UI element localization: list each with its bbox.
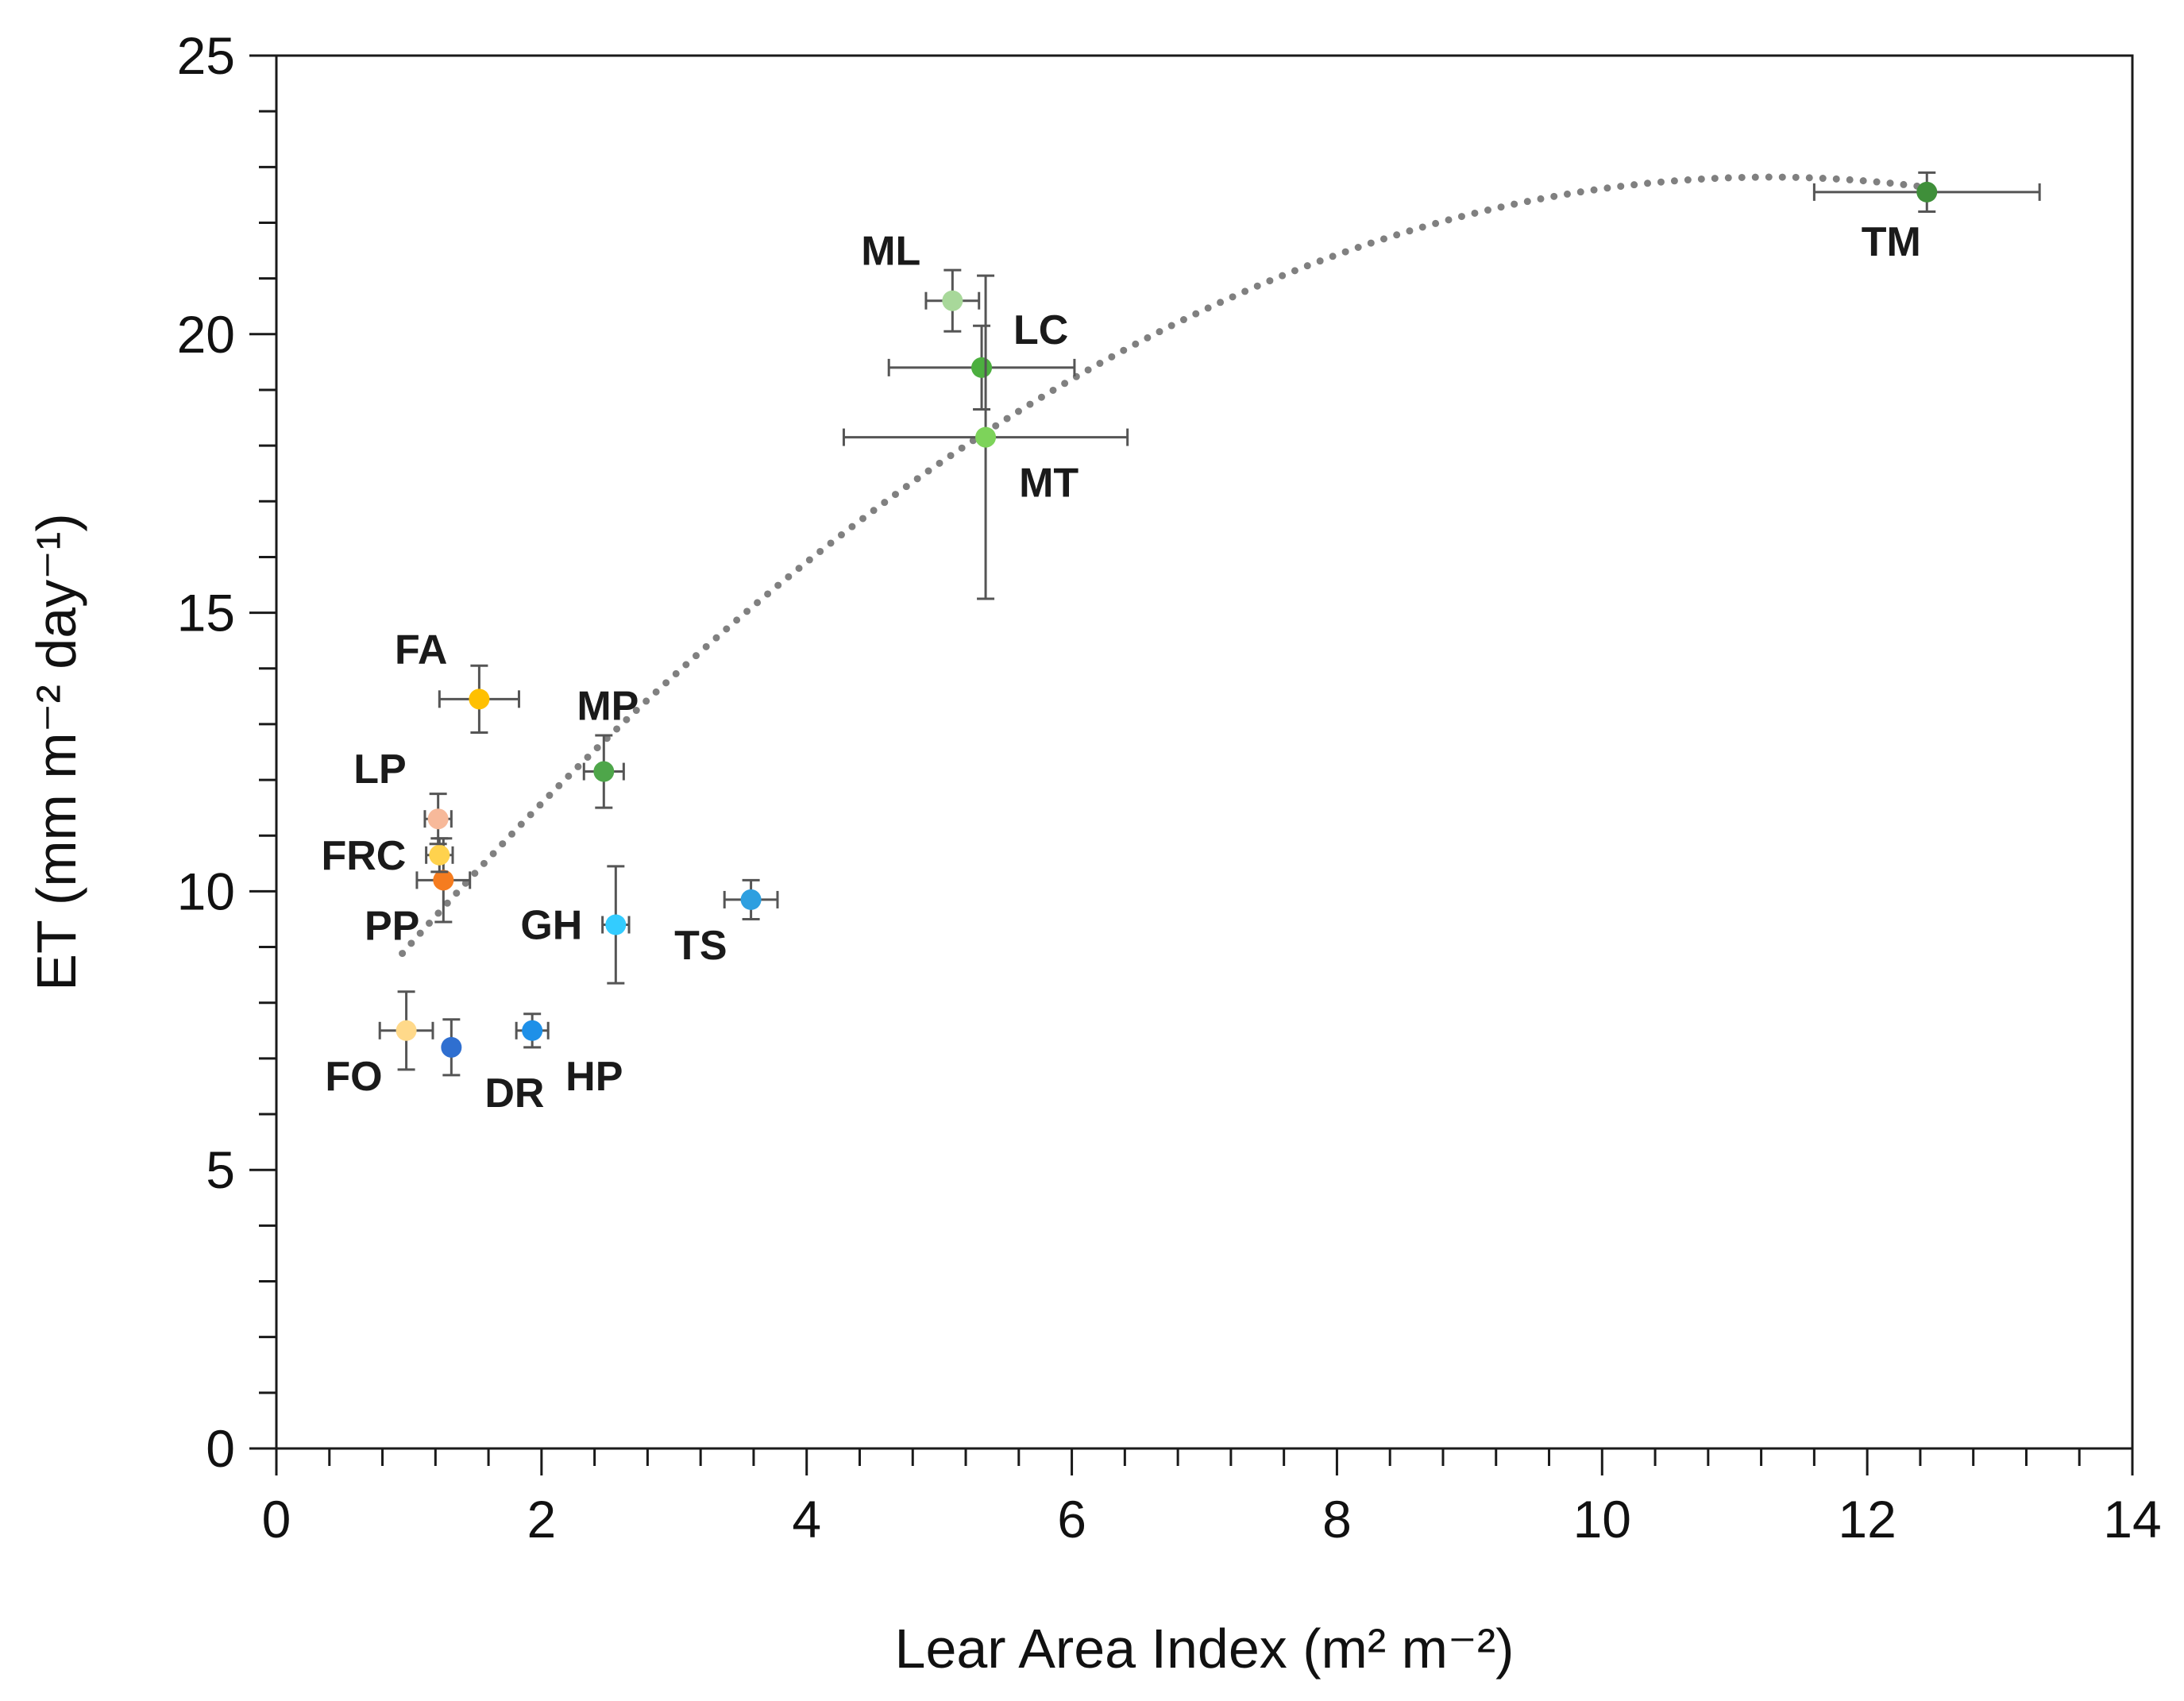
y-axis-title: ET (mm m⁻² day⁻¹) — [25, 513, 87, 990]
y-tick-label: 10 — [177, 862, 235, 920]
point-label-gh: GH — [520, 902, 582, 948]
plot-frame — [275, 54, 2134, 1450]
point-marker — [740, 889, 762, 910]
point-label-lc: LC — [1013, 307, 1068, 353]
y-tick-label: 25 — [177, 26, 235, 85]
point-marker — [429, 844, 450, 866]
data-point-mp — [582, 734, 625, 809]
point-marker — [1916, 181, 1938, 202]
x-tick-label: 0 — [262, 1490, 291, 1549]
x-tick-label: 8 — [1322, 1490, 1352, 1549]
trendline — [399, 173, 1931, 958]
axes-layer: 0 2 4 6 8 10 12 14 0 5 10 15 20 25 — [177, 26, 2162, 1549]
point-marker — [469, 688, 490, 710]
point-label-hp: HP — [565, 1054, 623, 1100]
x-tick-label: 12 — [1838, 1490, 1896, 1549]
point-label-fo: FO — [325, 1054, 382, 1100]
data-point-ts — [723, 878, 779, 920]
x-tick-label: 6 — [1057, 1490, 1086, 1549]
data-point-tm — [1812, 171, 2041, 213]
point-marker — [396, 1020, 417, 1041]
data-point-frc — [425, 837, 454, 874]
x-tick-label: 10 — [1573, 1490, 1631, 1549]
trendline-layer — [399, 173, 1931, 958]
y-tick-label: 0 — [206, 1419, 235, 1478]
point-label-mp: MP — [577, 684, 639, 730]
y-tick-label: 20 — [177, 305, 235, 364]
point-label-ml: ML — [861, 229, 920, 275]
x-tick-label: 4 — [792, 1490, 821, 1549]
x-tick-label: 2 — [527, 1490, 556, 1549]
point-marker — [427, 808, 449, 830]
point-label-fa: FA — [395, 627, 447, 673]
point-marker — [605, 914, 627, 935]
data-point-gh — [601, 865, 631, 985]
point-marker — [522, 1020, 543, 1041]
point-label-mt: MT — [1019, 461, 1078, 507]
data-point-fa — [438, 664, 520, 734]
point-label-dr: DR — [484, 1070, 544, 1117]
point-marker — [942, 290, 963, 311]
x-axis-title: Lear Area Index (m² m⁻²) — [895, 1618, 1515, 1680]
point-label-pp: PP — [365, 903, 419, 949]
data-point-lp — [423, 793, 453, 846]
data-point-hp — [515, 1012, 550, 1049]
point-label-frc: FRC — [321, 833, 406, 879]
point-label-tm: TM — [1862, 219, 1921, 265]
labels-layer: FO DR HP PP FRC LP FA MP GH TS ML LC MT TM — [321, 219, 1920, 1117]
point-marker — [593, 761, 615, 782]
y-tick-label: 15 — [177, 584, 235, 642]
y-tick-label: 5 — [206, 1140, 235, 1199]
data-point-dr — [441, 1018, 462, 1077]
data-point-fo — [378, 990, 434, 1071]
data-point-mt — [842, 274, 1129, 600]
point-label-ts: TS — [674, 923, 727, 969]
points-layer — [378, 171, 2041, 1077]
data-point-ml — [924, 268, 981, 333]
point-label-lp: LP — [353, 746, 406, 793]
point-marker — [971, 357, 993, 378]
x-tick-label: 14 — [2103, 1490, 2161, 1549]
point-marker — [441, 1036, 462, 1058]
point-marker — [433, 870, 454, 891]
point-marker — [975, 426, 997, 448]
